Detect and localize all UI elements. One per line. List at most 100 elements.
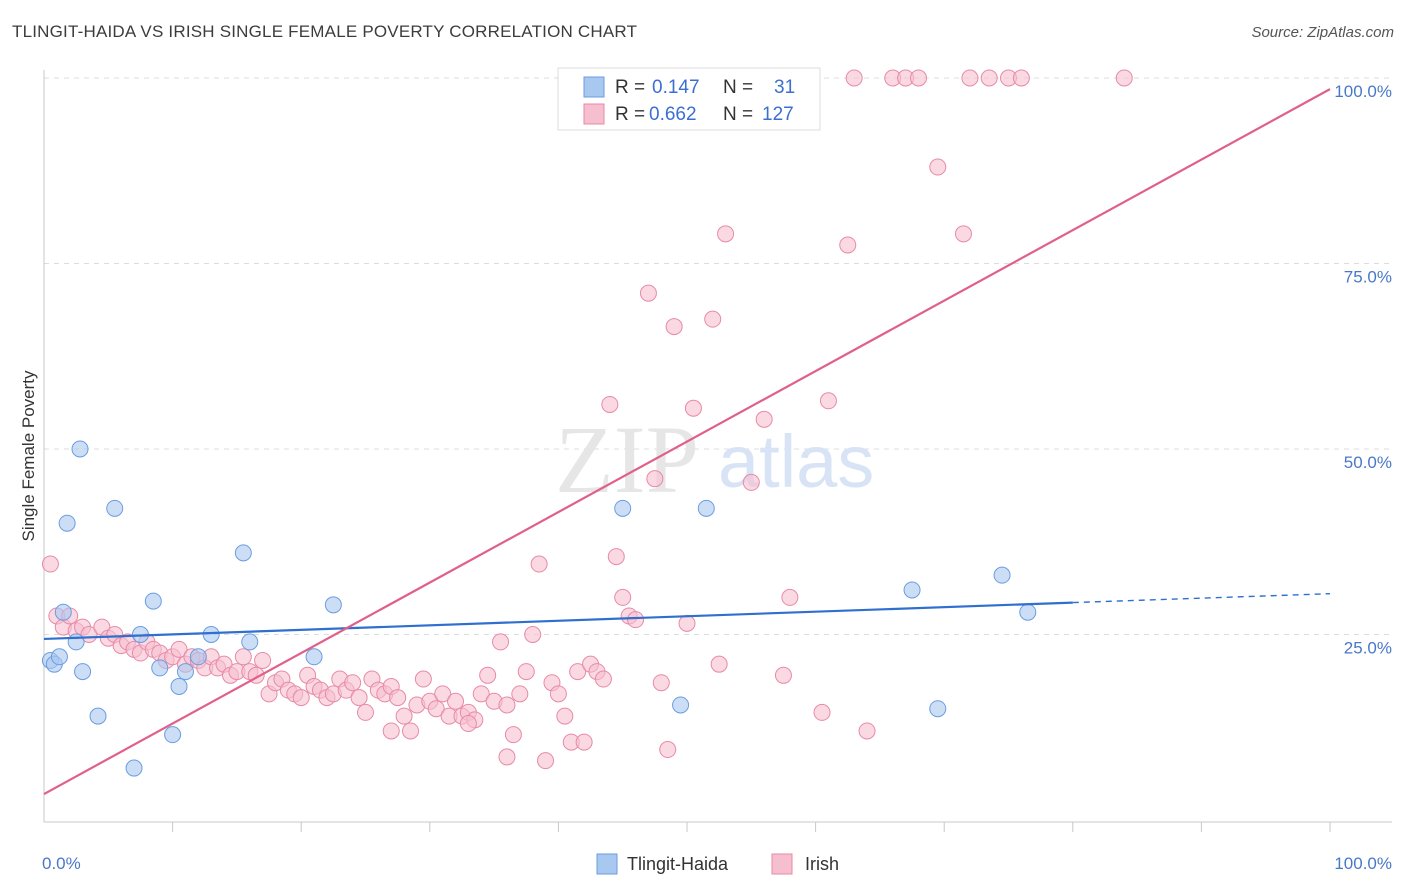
point-irish-47 [350,689,368,707]
point-irish-19 [170,640,188,658]
point-irish-81 [569,663,587,681]
point-irish-99 [704,310,722,328]
x-tick-label-100: 100.0% [1334,854,1392,873]
point-tlingit-19 [234,544,252,562]
point-irish-54 [395,707,413,725]
point-tlingit-12 [144,592,162,610]
point-irish-106 [781,588,799,606]
point-irish-29 [234,648,252,666]
legend-n-value-2: 127 [762,104,794,125]
point-tlingit-21 [305,648,323,666]
legend-r-label-2: R = [615,104,645,125]
point-irish-101 [717,225,735,243]
point-tlingit-23 [614,499,632,517]
point-irish-122 [498,748,516,766]
point-irish-71 [504,726,522,744]
point-tlingit-26 [903,581,921,599]
point-irish-73 [517,663,535,681]
point-irish-115 [929,158,947,176]
point-irish-110 [845,69,863,87]
point-irish-59 [427,700,445,718]
point-tlingit-16 [176,663,194,681]
point-irish-87 [607,548,625,566]
bottom-legend-swatch-irish [771,853,793,875]
point-irish-55 [402,722,420,740]
point-irish-62 [447,692,465,710]
trend-line-tlingit-extension [1072,592,1331,604]
y-tick-label-25: 25.0% [1344,639,1392,658]
legend-r-value-1: 0.147 [652,77,700,98]
point-irish-116 [954,225,972,243]
point-irish-93 [652,674,670,692]
legend-swatch-irish [583,103,605,125]
point-irish-118 [980,69,998,87]
point-irish-120 [1012,69,1030,87]
point-irish-57 [414,670,432,688]
point-irish-96 [678,614,696,632]
point-tlingit-24 [672,696,690,714]
point-tlingit-8 [89,707,107,725]
point-irish-69 [492,633,510,651]
watermark-zip: ZIP [555,406,699,513]
point-irish-53 [389,689,407,707]
y-axis-title: Single Female Poverty [19,370,38,542]
point-tlingit-27 [929,700,947,718]
point-irish-46 [344,674,362,692]
point-irish-70 [498,696,516,714]
point-irish-111 [858,722,876,740]
legend-n-label-1: N = [723,77,753,98]
point-irish-91 [639,284,657,302]
bottom-legend-label-irish: Irish [805,854,839,874]
point-irish-76 [537,752,555,770]
point-tlingit-20 [241,633,259,651]
point-irish-100 [710,655,728,673]
legend: R = 0.147 N = 31 R = 0.662 N = 127 [557,67,821,131]
point-irish-75 [530,555,548,573]
y-tick-label-75: 75.0% [1344,268,1392,287]
point-tlingit-25 [697,499,715,517]
point-tlingit-7 [74,663,92,681]
point-tlingit-3 [54,603,72,621]
grid [44,77,1392,635]
point-tlingit-14 [164,726,182,744]
point-irish-38 [292,689,310,707]
point-irish-103 [755,410,773,428]
bottom-legend: Tlingit-Haida Irish [596,853,839,875]
point-irish-74 [524,626,542,643]
point-irish-114 [909,69,927,87]
y-tick-label-50: 50.0% [1344,453,1392,472]
legend-n-value-1: 31 [774,77,795,98]
point-irish-48 [357,703,374,721]
point-tlingit-29 [1019,603,1037,621]
x-tick-label-0: 0.0% [42,854,81,873]
trend-lines [43,88,1331,795]
point-tlingit-9 [106,499,124,517]
point-tlingit-13 [151,659,169,677]
point-tlingit-18 [202,626,220,643]
point-irish-60 [434,685,452,703]
point-irish-85 [594,670,612,688]
scatter-points [41,69,1133,777]
point-irish-117 [961,69,979,87]
point-tlingit-22 [324,596,342,614]
x-axis-ticks [172,822,1331,832]
point-tlingit-28 [993,566,1011,584]
legend-r-label-1: R = [615,77,645,98]
point-irish-123 [382,722,400,740]
point-irish-109 [839,236,857,254]
point-irish-105 [774,666,792,684]
point-irish-102 [742,473,760,491]
point-irish-95 [665,318,683,336]
bottom-legend-swatch-tlingit [596,853,618,875]
point-tlingit-2 [50,648,68,666]
point-irish-92 [646,470,664,488]
trend-line-irish [43,88,1331,795]
point-irish-79 [556,707,574,725]
point-irish-67 [479,666,497,684]
point-irish-82 [575,733,593,751]
point-tlingit-6 [71,440,89,458]
y-axis-tick-labels: 25.0% 50.0% 75.0% 100.0% [1334,82,1392,658]
point-irish-88 [614,588,632,606]
legend-swatch-tlingit [583,76,605,98]
